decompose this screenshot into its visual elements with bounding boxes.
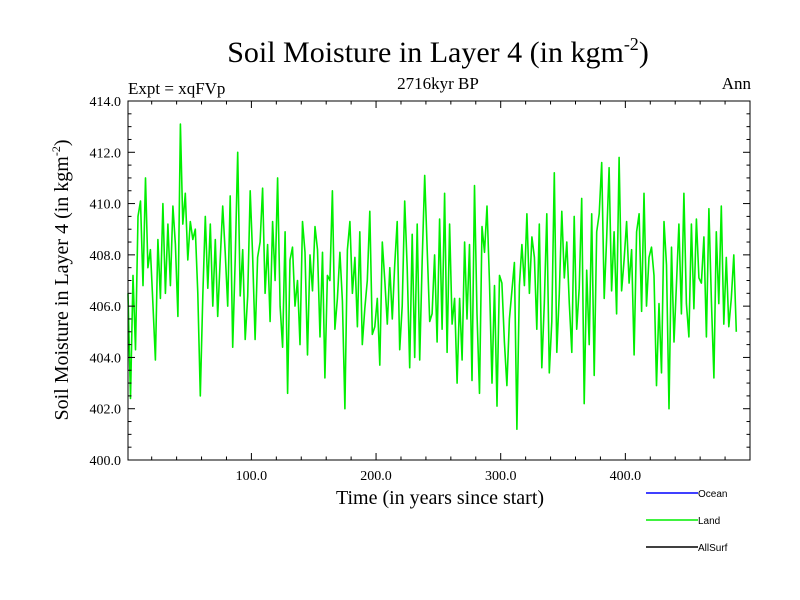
y-tick-label: 412.0: [90, 146, 122, 161]
subtitle-season: Ann: [722, 74, 752, 93]
y-axis-label: Soil Moisture in Layer 4 (in kgm-2): [49, 139, 73, 420]
x-tick-label: 200.0: [360, 469, 392, 484]
x-tick-label: 100.0: [236, 469, 268, 484]
axis-ticks: 400.0 402.0 404.0 406.0 408.0 410.0 412.0 414.0…: [90, 95, 750, 484]
x-axis-label: Time (in years since start): [336, 487, 544, 509]
y-tick-label: 402.0: [90, 403, 122, 418]
y-tick-label: 414.0: [90, 95, 122, 110]
chart-title-sup: -2: [624, 34, 639, 54]
subtitle-experiment: Expt = xqFVp: [128, 79, 225, 98]
y-axis-label-main: Soil Moisture in Layer 4 (in kgm: [51, 156, 73, 421]
y-axis-label-sup: -2: [49, 146, 63, 156]
chart-title: Soil Moisture in Layer 4 (in kgm-2): [227, 34, 649, 69]
legend-land-label: Land: [698, 516, 720, 527]
series-layer: [127, 123, 738, 431]
y-tick-label: 408.0: [90, 249, 122, 264]
y-tick-label: 404.0: [90, 351, 122, 366]
legend-ocean-label: Ocean: [698, 489, 727, 500]
y-tick-label: 400.0: [90, 454, 122, 469]
x-tick-label: 300.0: [485, 469, 517, 484]
legend-allsurf-label: AllSurf: [698, 543, 728, 554]
x-tick-label: 400.0: [610, 469, 642, 484]
chart-title-close: ): [639, 36, 649, 69]
y-tick-label: 410.0: [90, 198, 122, 213]
y-axis-label-close: ): [51, 139, 73, 146]
y-tick-label: 406.0: [90, 300, 122, 315]
chart-title-main: Soil Moisture in Layer 4 (in kgm: [227, 36, 624, 69]
subtitle-period: 2716kyr BP: [397, 74, 479, 93]
legend: Ocean Land AllSurf: [646, 489, 728, 554]
series-land-line: [127, 123, 738, 431]
